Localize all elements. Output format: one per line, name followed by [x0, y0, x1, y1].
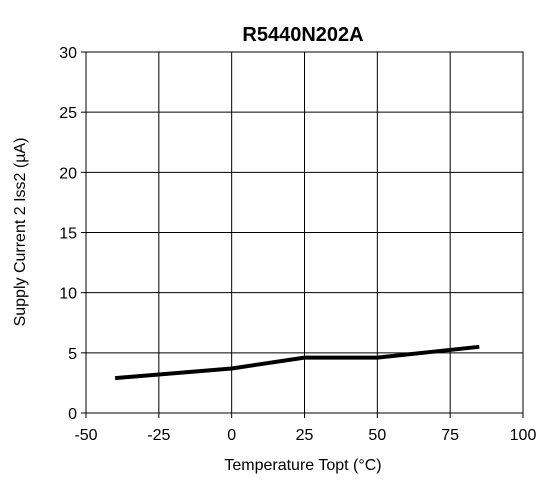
- x-tick-label-5: 75: [441, 427, 459, 444]
- x-tick-label-4: 50: [368, 427, 386, 444]
- x-axis-label: Temperature Topt (°C): [224, 457, 381, 474]
- x-tick-label-1: -25: [147, 427, 170, 444]
- y-tick-label-4: 20: [59, 165, 77, 182]
- y-tick-label-1: 5: [68, 346, 77, 363]
- axes: [81, 52, 523, 418]
- x-tick-label-2: 0: [227, 427, 236, 444]
- series-line-0: [115, 347, 479, 378]
- y-axis-label: Supply Current 2 Iss2 (µA): [12, 138, 29, 327]
- series-layer: [115, 347, 479, 378]
- y-tick-label-6: 30: [59, 45, 77, 62]
- x-tick-label-6: 100: [510, 427, 537, 444]
- x-tick-label-0: -50: [74, 427, 97, 444]
- y-tick-label-2: 10: [59, 286, 77, 303]
- tick-labels: -50 -25 0 25 50 75 100 0 5 10 15 20 25 30: [59, 45, 536, 444]
- x-tick-label-3: 25: [296, 427, 314, 444]
- y-tick-label-3: 15: [59, 226, 77, 243]
- y-tick-label-5: 25: [59, 105, 77, 122]
- y-tick-label-0: 0: [68, 406, 77, 423]
- chart-title: R5440N202A: [242, 24, 363, 46]
